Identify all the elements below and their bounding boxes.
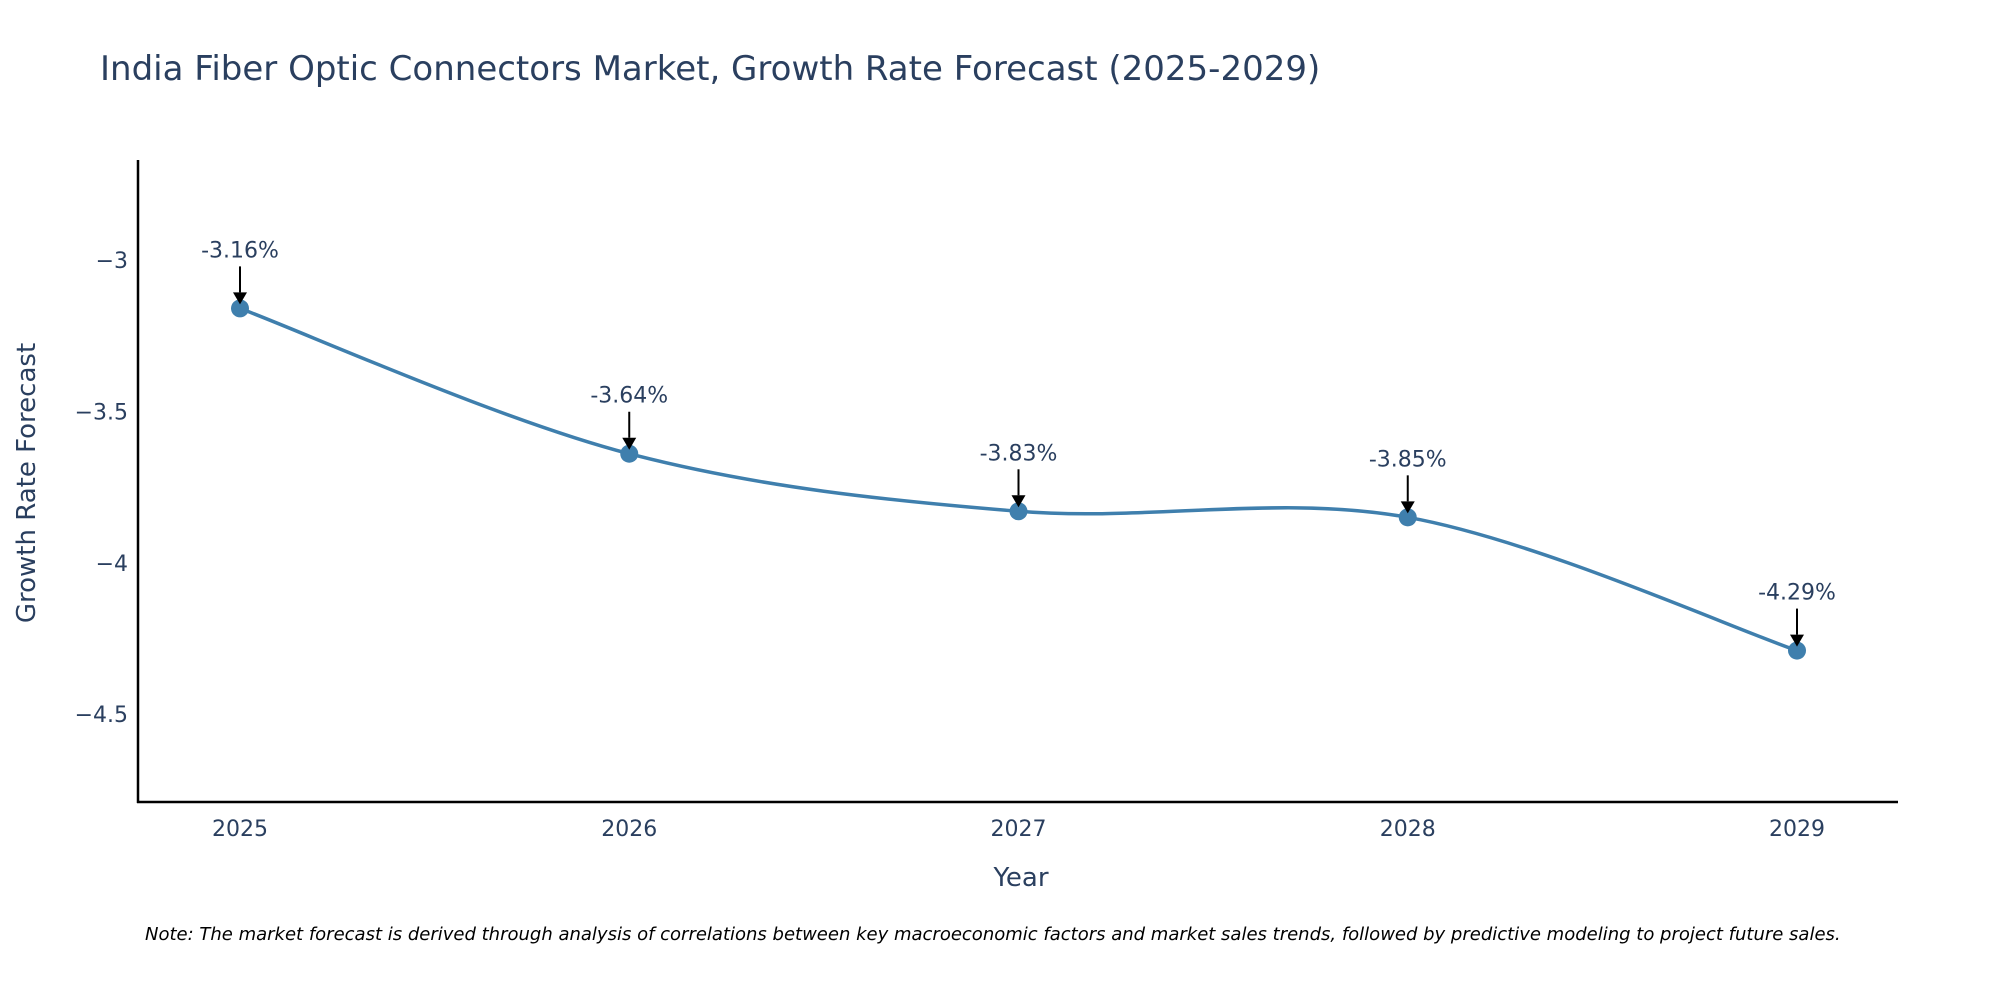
- annotation-arrow-head: [1400, 501, 1415, 514]
- data-point: [231, 299, 249, 318]
- data-label: -3.85%: [1369, 447, 1447, 472]
- x-axis-title: Year: [992, 863, 1048, 893]
- footnote: Note: The market forecast is derived thr…: [145, 924, 1841, 945]
- y-tick-label: −4: [96, 552, 128, 577]
- y-axis-title: Growth Rate Forecast: [12, 343, 42, 623]
- data-label: -3.16%: [201, 238, 279, 263]
- annotation-arrow-head: [622, 437, 637, 450]
- x-tick-label: 2026: [601, 817, 657, 842]
- x-tick-label: 2025: [212, 817, 268, 842]
- x-tick-label: 2028: [1380, 817, 1436, 842]
- plot-area: −3 −3.5 −4 −4.5 2025 2026 2027 2028 2029 -3.16% -3…: [75, 160, 1898, 842]
- y-tick-label: −4.5: [75, 703, 128, 728]
- y-tick-label: −3.5: [75, 400, 128, 425]
- data-point: [1009, 502, 1028, 521]
- data-point: [1788, 641, 1806, 660]
- chart-title: India Fiber Optic Connectors Market, Gro…: [100, 49, 1320, 89]
- data-label: -4.29%: [1758, 581, 1836, 606]
- data-label: -3.64%: [590, 384, 668, 409]
- x-tick-label: 2029: [1769, 817, 1825, 842]
- annotation-arrow-head: [1790, 634, 1804, 647]
- data-point: [620, 444, 639, 463]
- data-label: -3.83%: [980, 441, 1058, 466]
- annotation-arrow-head: [233, 292, 247, 305]
- y-tick-label: −3: [96, 249, 128, 274]
- x-tick-label: 2027: [991, 817, 1047, 842]
- data-point: [1398, 508, 1417, 527]
- annotation-arrow-head: [1011, 495, 1026, 508]
